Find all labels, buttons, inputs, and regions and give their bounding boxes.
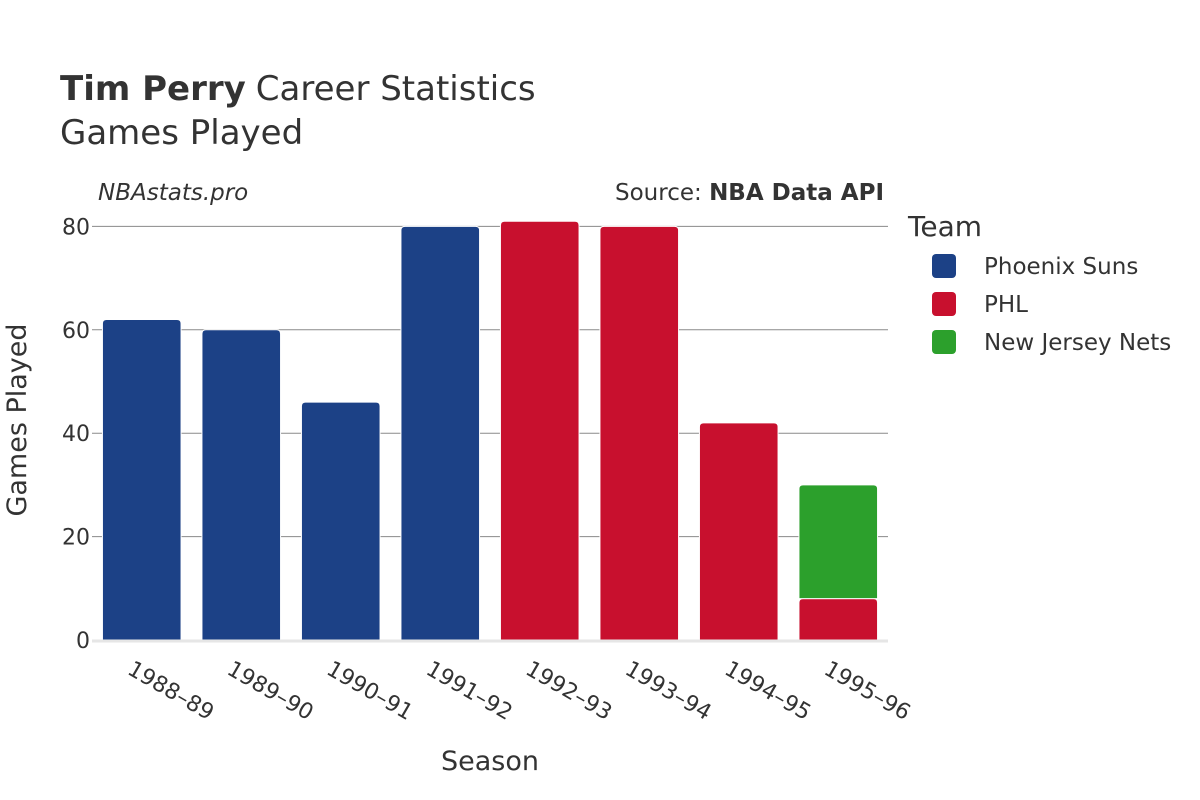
legend-swatch-phoenix-suns — [932, 254, 956, 278]
legend-items: Phoenix Suns PHL New Jersey Nets — [932, 254, 1171, 356]
bar-1989–90-phoenix-suns — [201, 329, 282, 641]
legend-label: Phoenix Suns — [984, 254, 1138, 280]
legend: Team Phoenix Suns PHL New Jersey Nets — [907, 210, 1171, 356]
bar-1988–89-phoenix-suns — [101, 318, 182, 641]
legend-swatch-new-jersey-nets — [932, 330, 956, 354]
x-tick-label: 1995–96 — [820, 657, 915, 726]
bar-1993–94-phl — [599, 225, 680, 641]
y-tick-labels: 0 20 40 60 80 — [62, 215, 90, 654]
x-axis-title: Season — [441, 746, 539, 777]
chart-title: Tim Perry Career Statistics — [60, 69, 536, 109]
bar-1991–92-phoenix-suns — [400, 225, 481, 641]
x-tick-label: 1993–94 — [621, 657, 716, 726]
y-tick-label: 40 — [62, 422, 90, 447]
x-tick-labels: 1988–89 1989–90 1990–91 1991–92 1992–93 1993–… — [123, 657, 914, 726]
y-tick-label: 60 — [62, 319, 90, 344]
x-tick-label: 1990–91 — [322, 657, 417, 726]
bar-1992–93-phl — [499, 220, 580, 641]
x-tick-label: 1991–92 — [422, 657, 517, 726]
chart-subtitle: Games Played — [60, 113, 303, 153]
x-tick-label: 1992–93 — [521, 657, 616, 726]
legend-title: Team — [907, 210, 982, 243]
watermark: NBAstats.pro — [98, 180, 248, 206]
y-tick-label: 80 — [62, 215, 90, 240]
y-axis-title: Games Played — [2, 323, 33, 516]
bar-1994–95-phl — [698, 422, 779, 641]
source-credit: Source: NBA Data API — [615, 180, 884, 206]
legend-label: New Jersey Nets — [984, 330, 1171, 356]
chart-title-player: Tim Perry — [60, 69, 246, 109]
x-tick-label: 1988–89 — [123, 657, 218, 726]
bar-1995–96-phl — [798, 598, 879, 641]
x-tick-label: 1989–90 — [223, 657, 318, 726]
y-tick-label: 20 — [62, 526, 90, 551]
y-tick-label: 0 — [76, 629, 90, 654]
legend-label: PHL — [984, 292, 1028, 318]
x-tick-label: 1994–95 — [720, 657, 815, 726]
bar-1995–96-new-jersey-nets — [798, 484, 879, 600]
chart-title-rest: Career Statistics — [256, 69, 536, 109]
source-prefix: Source: — [615, 180, 709, 206]
source-name: NBA Data API — [709, 180, 884, 206]
bars — [101, 220, 879, 641]
legend-swatch-phl — [932, 292, 956, 316]
bar-1990–91-phoenix-suns — [300, 401, 381, 641]
